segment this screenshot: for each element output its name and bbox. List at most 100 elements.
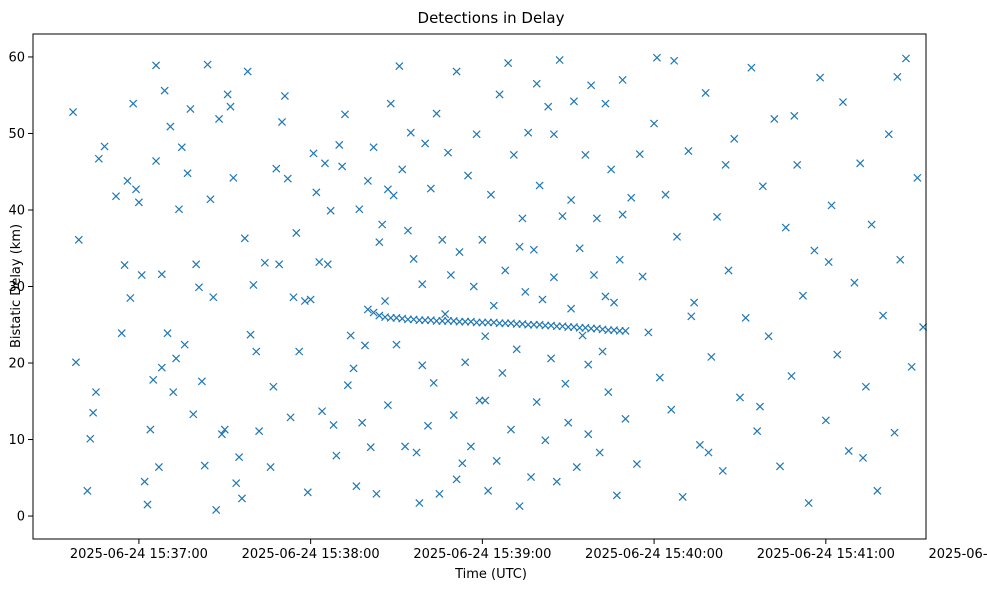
data-point <box>235 453 244 462</box>
data-point <box>309 149 318 158</box>
data-point <box>180 340 189 349</box>
data-point <box>724 266 733 275</box>
data-point <box>412 448 421 457</box>
data-point <box>598 347 607 356</box>
data-point <box>363 305 372 314</box>
data-point <box>544 102 553 111</box>
data-point <box>472 130 481 139</box>
data-point <box>721 160 730 169</box>
data-point <box>569 97 578 106</box>
data-point <box>303 488 312 497</box>
data-point <box>326 206 335 215</box>
data-point <box>69 108 78 117</box>
data-point <box>226 102 235 111</box>
data-point <box>475 396 484 405</box>
data-point <box>323 260 332 269</box>
data-point <box>893 72 902 81</box>
data-point <box>429 378 438 387</box>
data-point <box>252 347 261 356</box>
data-point <box>592 214 601 223</box>
data-point <box>220 425 229 434</box>
data-point <box>584 430 593 439</box>
data-point <box>758 182 767 191</box>
chart-title: Detections in Delay <box>418 9 565 27</box>
y-tick-label: 40 <box>8 203 25 218</box>
data-point <box>541 321 550 330</box>
data-point <box>203 60 212 69</box>
data-point <box>272 164 281 173</box>
data-point <box>907 362 916 371</box>
data-point <box>452 475 461 484</box>
data-point <box>884 130 893 139</box>
data-point <box>117 329 126 338</box>
data-point <box>197 377 206 386</box>
data-point <box>300 297 309 306</box>
data-point <box>730 134 739 143</box>
data-point <box>160 86 169 95</box>
data-point <box>524 128 533 137</box>
data-point <box>615 326 624 335</box>
data-point <box>306 295 315 304</box>
data-point <box>873 486 882 495</box>
data-point <box>466 442 475 451</box>
data-point <box>312 188 321 197</box>
data-point <box>343 381 352 390</box>
data-point <box>189 410 198 419</box>
data-point <box>172 354 181 363</box>
y-tick-label: 30 <box>8 280 25 295</box>
data-point <box>690 298 699 307</box>
data-point <box>418 280 427 289</box>
data-point <box>386 313 395 322</box>
data-point <box>601 292 610 301</box>
data-point <box>232 479 241 488</box>
data-point <box>879 311 888 320</box>
data-point <box>609 298 619 307</box>
data-point <box>169 388 178 397</box>
data-point <box>200 461 209 470</box>
data-point <box>595 448 604 457</box>
data-point <box>838 98 848 107</box>
data-point <box>770 114 779 123</box>
data-point <box>587 81 596 90</box>
data-point <box>501 266 510 275</box>
data-point <box>166 122 175 131</box>
data-point <box>240 234 249 243</box>
data-point <box>755 402 765 411</box>
data-point <box>340 110 350 119</box>
data-point <box>154 463 163 472</box>
data-point <box>584 360 593 369</box>
data-point <box>798 291 807 300</box>
data-point <box>515 502 524 511</box>
plot-area-frame <box>32 33 927 540</box>
data-point <box>621 414 630 423</box>
data-point <box>383 401 392 410</box>
data-point <box>618 210 627 219</box>
data-point <box>604 326 613 335</box>
data-point <box>567 196 576 205</box>
data-point <box>143 500 152 509</box>
data-point <box>793 160 802 169</box>
data-point <box>621 326 630 335</box>
data-point <box>318 407 327 416</box>
data-point <box>94 154 103 163</box>
data-point <box>449 411 458 420</box>
data-point <box>464 171 473 180</box>
data-point <box>535 181 544 190</box>
data-point <box>369 143 378 152</box>
data-point <box>237 494 246 503</box>
data-point <box>552 477 561 486</box>
data-point <box>443 148 453 157</box>
data-point <box>484 486 493 495</box>
data-point <box>581 150 590 159</box>
data-point <box>89 408 98 417</box>
data-point <box>461 317 470 326</box>
data-point <box>246 330 255 339</box>
x-tick-label: 2025-06-24 15:42:00 <box>929 547 987 562</box>
data-point <box>401 442 410 451</box>
data-point <box>283 174 292 183</box>
data-point <box>695 440 704 449</box>
data-point <box>255 427 264 436</box>
data-point <box>776 462 785 471</box>
data-point <box>601 99 610 108</box>
data-point <box>346 331 355 340</box>
